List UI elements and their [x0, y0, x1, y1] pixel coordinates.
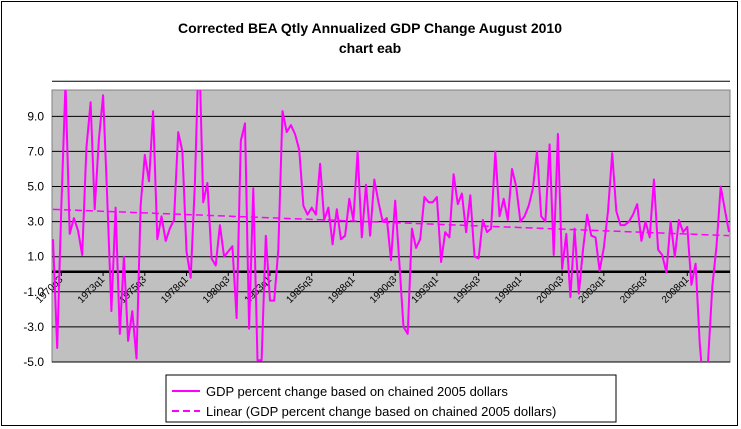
y-tick-label-4: 1.0 [27, 250, 44, 264]
plot-area [51, 89, 731, 363]
legend-box [165, 374, 617, 423]
chart-title: Corrected BEA Qtly Annualized GDP Change… [178, 20, 562, 36]
series-layer [52, 90, 730, 362]
series-line-gdp [52, 90, 730, 362]
legend-label-trend: Linear (GDP percent change based on chai… [206, 404, 556, 419]
y-tick-label-0: 9.0 [27, 109, 44, 123]
chart-subtitle: chart eab [339, 40, 401, 56]
y-tick-label-7: -5.0 [23, 355, 44, 369]
gridlines [52, 80, 730, 363]
y-tick-label-6: -3.0 [23, 320, 44, 334]
legend-label-series: GDP percent change based on chained 2005… [206, 384, 508, 399]
y-tick-label-1: 7.0 [27, 144, 44, 158]
y-tick-label-5: -1.0 [23, 285, 44, 299]
y-axis-ticks: 9.0 7.0 5.0 3.0 1.0 -1.0 -3.0 -5.0 [23, 109, 44, 369]
y-tick-label-3: 3.0 [27, 215, 44, 229]
y-tick-label-2: 5.0 [27, 180, 44, 194]
series-line-trend [52, 208, 730, 237]
